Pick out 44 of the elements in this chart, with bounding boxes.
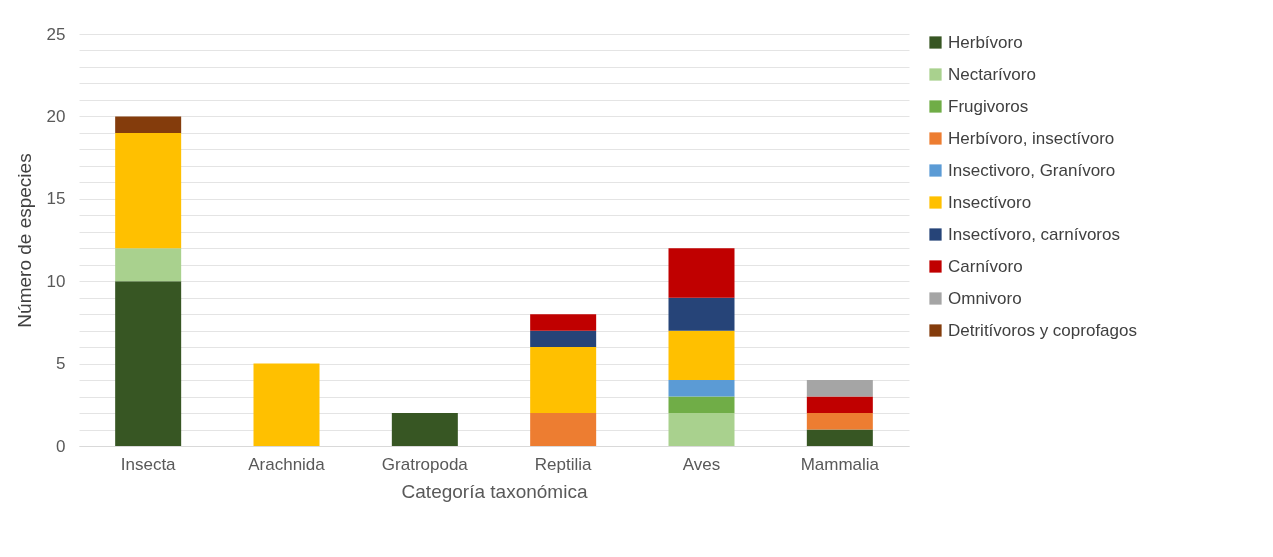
bar	[668, 396, 735, 414]
x-tick-label: Gratropoda	[381, 454, 469, 474]
x-tick-label: Arachnida	[248, 454, 326, 474]
bar	[115, 132, 182, 249]
bar	[530, 330, 597, 348]
x-tick-label: Mammalia	[800, 454, 880, 474]
legend-label: Insectivoro, Granívoro	[948, 160, 1116, 180]
bar	[530, 314, 597, 331]
x-axis-title: Categoría taxonómica	[401, 480, 588, 502]
y-tick-label: 0	[56, 436, 66, 456]
legend-label: Herbívoro, insectívoro	[948, 128, 1115, 148]
bar	[668, 248, 735, 298]
legend-label: Nectarívoro	[948, 64, 1036, 84]
y-tick-label: 5	[56, 354, 66, 374]
bar	[391, 413, 458, 446]
legend-label: Herbívoro	[948, 32, 1023, 52]
legend-label: Insectívoro, carnívoros	[948, 224, 1120, 244]
bar	[115, 281, 182, 446]
bar	[806, 429, 873, 446]
bar	[806, 380, 873, 397]
legend-label: Omnivoro	[948, 288, 1022, 308]
x-tick-label: Reptilia	[534, 454, 593, 474]
legend-label: Insectívoro	[948, 192, 1032, 212]
bar	[806, 396, 873, 414]
legend-label: Frugivoros	[948, 96, 1029, 116]
bar	[530, 347, 597, 414]
y-tick-label: 25	[46, 24, 66, 44]
y-tick-label: 10	[46, 271, 66, 291]
x-tick-label: Aves	[682, 454, 721, 474]
legend-label: Detritívoros y coprofagos	[948, 320, 1137, 340]
bar	[668, 297, 735, 331]
y-axis-title: Número de especies	[13, 153, 35, 328]
bar	[253, 363, 320, 446]
bar	[806, 413, 873, 430]
bar	[668, 380, 735, 397]
bar	[115, 116, 182, 133]
x-tick-label: Insecta	[120, 454, 177, 474]
bar	[668, 413, 735, 446]
bar	[530, 413, 597, 446]
bar	[668, 330, 735, 381]
y-tick-label: 20	[46, 106, 66, 126]
y-tick-label: 15	[46, 189, 66, 209]
bar	[115, 248, 182, 282]
legend-label: Carnívoro	[948, 256, 1023, 276]
